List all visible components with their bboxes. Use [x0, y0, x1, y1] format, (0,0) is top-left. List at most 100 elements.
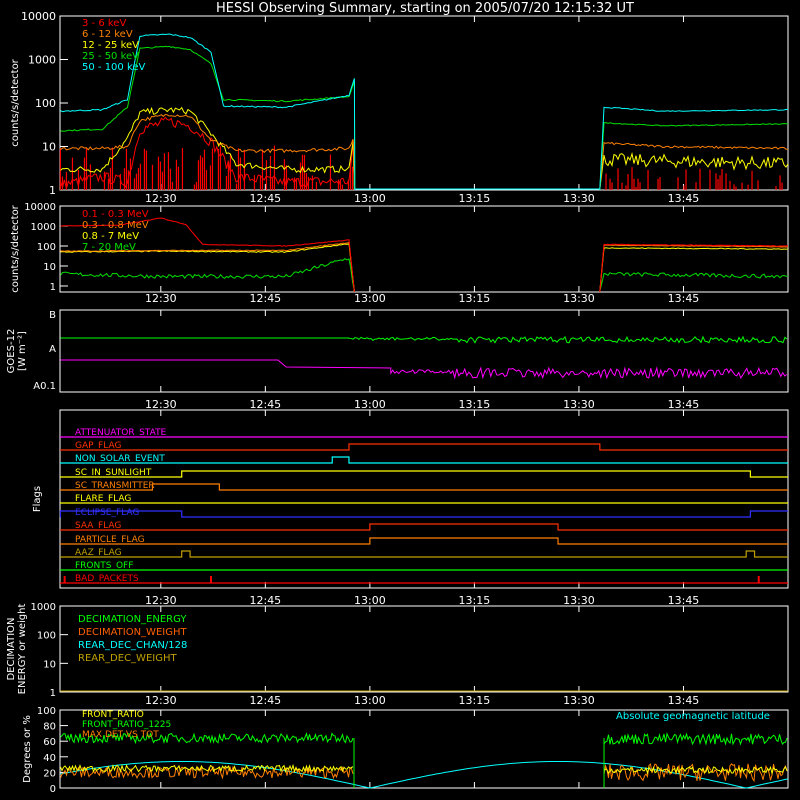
front-ratio-line: [603, 765, 788, 776]
flag-label: SAA_FLAG: [75, 521, 121, 531]
legend-entry: 25 - 50 keV: [82, 51, 139, 62]
series-line: [599, 247, 789, 293]
y-tick-label: 10000: [21, 10, 56, 23]
goes-long-line: [60, 335, 788, 344]
y-tick-label: 100: [37, 242, 56, 253]
flag-label: GAP_FLAG: [75, 441, 121, 451]
y-axis-label: Flags: [32, 486, 43, 512]
series-line: [599, 271, 789, 292]
series-line: [60, 217, 355, 293]
series-line: [599, 151, 789, 190]
legend-entry: REAR_DEC_CHAN/128: [78, 640, 187, 651]
x-tick-label: 13:30: [563, 192, 595, 205]
flag-label: SC_TRANSMITTER: [75, 481, 155, 491]
legend-entry: 0.8 - 7 MeV: [82, 231, 139, 242]
flag-line: [60, 537, 788, 545]
x-tick-label: 13:15: [459, 192, 491, 205]
max-det-line: [603, 763, 788, 783]
flag-line: [60, 470, 788, 478]
series-line: [599, 141, 789, 191]
x-tick-label: 12:30: [145, 292, 177, 305]
series-line: [60, 106, 355, 191]
x-tick-label: 13:00: [354, 398, 386, 411]
flag-label: ECLIPSE_FLAG: [75, 508, 139, 518]
y-tick-label: 100: [37, 706, 56, 717]
y-tick-label: 1: [50, 282, 56, 293]
x-tick-label: 13:30: [563, 694, 595, 707]
y-tick-label: 60: [43, 737, 56, 748]
legend-entry: 0.1 - 0.3 MeV: [82, 209, 149, 220]
panel-goes-frame: [59, 309, 789, 393]
annotation-text: Absolute geomagnetic latitude: [616, 711, 770, 722]
x-tick-label: 13:15: [459, 292, 491, 305]
legend-entry: FRONT_RATIO: [82, 710, 144, 720]
x-tick-label: 13:00: [354, 694, 386, 707]
panel-goes: B A A0.1 GOES-12 [W m⁻²] 12:30 12:45 13:00 13:15…: [6, 309, 789, 411]
legend-entry: DECIMATION_ENERGY: [78, 614, 187, 625]
legend-entry: DECIMATION_WEIGHT: [78, 627, 187, 638]
y-tick-label: 40: [43, 753, 56, 764]
panel-flags: ATTENUATOR_STATE GAP_FLAG NON_SOLAR_EVENT S…: [32, 409, 789, 607]
x-tick-label: 13:15: [459, 398, 491, 411]
y-axis-label: counts/s/detector: [10, 58, 21, 146]
max-det-line: [60, 765, 354, 780]
flag-label: AAZ_FLAG: [75, 548, 122, 558]
y-tick-label: 10000: [24, 202, 56, 213]
y-tick-label: 10: [42, 141, 56, 154]
series-line: [60, 243, 355, 292]
series-line: [60, 116, 355, 190]
flag-label: SC_IN_SUNLIGHT: [75, 468, 152, 478]
y-tick-label: 10: [43, 262, 56, 273]
legend-entry: 0.3 - 0.8 MeV: [82, 220, 149, 231]
legend-entry: 3 - 6 keV: [82, 18, 126, 29]
x-tick-label: 13:15: [459, 694, 491, 707]
legend-entry: 6 - 12 keV: [82, 29, 133, 40]
series-line: [599, 243, 789, 293]
x-tick-label: 13:45: [668, 694, 700, 707]
panel-decimation-frame: [59, 605, 789, 693]
x-tick-label: 12:45: [249, 594, 281, 607]
y-axis-label: GOES-12: [6, 329, 17, 374]
series-line: [60, 113, 355, 191]
legend-entry: 12 - 25 keV: [82, 40, 139, 51]
y-tick-label: A0.1: [33, 381, 56, 392]
flag-label: FLARE_FLAG: [75, 494, 131, 504]
front-ratio-1225-line: [603, 731, 788, 746]
series-3-6kev-bars: [59, 145, 783, 190]
x-tick-label: 12:30: [145, 594, 177, 607]
flag-line: [60, 483, 788, 491]
panel-ratios: 0 20 40 60 80 100 FRONT_RATIOFRONT_RATIO_1225M…: [22, 706, 789, 795]
x-tick-label: 13:45: [668, 594, 700, 607]
x-tick-label: 13:00: [354, 192, 386, 205]
front-ratio-1225-line: [60, 731, 354, 745]
panel-ratios-frame: [59, 709, 789, 789]
legend-entry: REAR_DEC_WEIGHT: [78, 653, 177, 664]
flag-label: PARTICLE_FLAG: [75, 535, 145, 545]
y-tick-label: 100: [35, 97, 56, 110]
flag-line: [60, 550, 788, 558]
series-line: [60, 45, 356, 190]
series-line: [599, 244, 789, 292]
x-tick-label: 13:45: [668, 398, 700, 411]
legend-entry: FRONT_RATIO_1225: [82, 720, 171, 730]
y-tick-label: 0: [50, 784, 56, 795]
x-tick-label: 12:30: [145, 398, 177, 411]
flag-label: ATTENUATOR_STATE: [75, 428, 167, 438]
x-tick-label: 12:45: [249, 292, 281, 305]
x-tick-label: 13:45: [668, 192, 700, 205]
y-axis-label-2: ENERGY or weight: [17, 604, 28, 695]
y-tick-label: A: [49, 344, 56, 355]
series-line: [60, 33, 356, 191]
flag-line: [60, 443, 788, 451]
y-tick-label: 80: [43, 722, 56, 733]
flag-line: [59, 510, 788, 518]
x-tick-label: 13:00: [354, 594, 386, 607]
panel-flags-frame: [59, 409, 789, 589]
legend-entry: MAX DET VS TOT: [82, 730, 159, 740]
series-line: [599, 122, 789, 191]
y-axis-label: DECIMATION: [6, 617, 17, 680]
chart-title: HESSI Observing Summary, starting on 200…: [216, 1, 634, 16]
y-tick-label: 20: [43, 768, 56, 779]
